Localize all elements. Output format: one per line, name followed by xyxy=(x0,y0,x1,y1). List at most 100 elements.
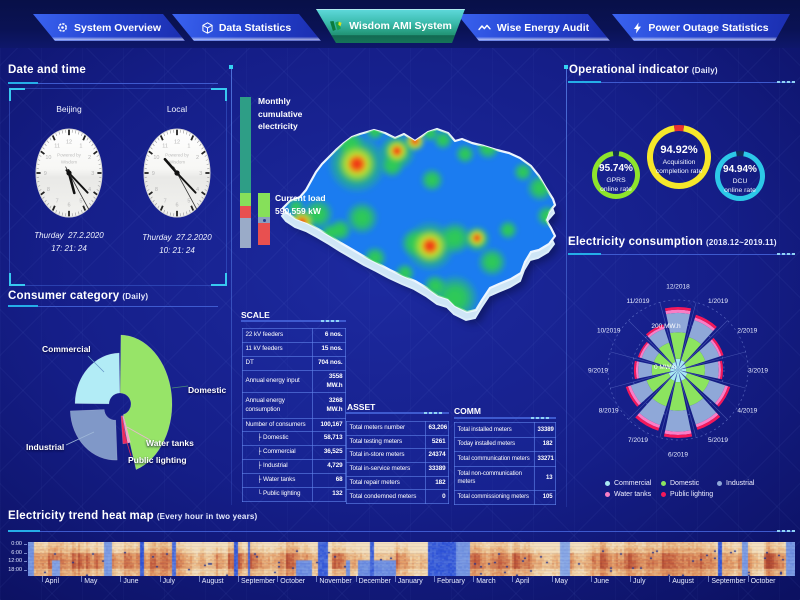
tab-power-outage-statistics[interactable]: Power Outage Statistics xyxy=(612,14,790,41)
heatmap-month-label: June xyxy=(123,578,139,585)
table-cell-value: 105 xyxy=(534,489,556,505)
heatmap-month-tick xyxy=(198,576,200,582)
table-row: Total communication meters 33271 xyxy=(454,451,556,467)
clock-label-beijing: Beijing xyxy=(56,104,82,114)
table-cell-label: Total in-service meters xyxy=(346,462,426,477)
svg-text:5: 5 xyxy=(79,198,82,204)
divider-dot-left xyxy=(229,65,233,69)
svg-text:4: 4 xyxy=(88,187,91,193)
heatmap-month-tick xyxy=(42,576,43,582)
table-cell-label: Total communication meters xyxy=(454,451,535,467)
table-cell-value: 33389 xyxy=(534,422,556,438)
datetime-panel-title: Date and time xyxy=(8,64,87,76)
svg-text:95.74%: 95.74% xyxy=(599,163,633,174)
heatmap-month-tick xyxy=(590,576,592,582)
tab-data-statistics[interactable]: Data Statistics xyxy=(172,14,321,41)
table-cell-label: └ Public lighting xyxy=(242,487,313,502)
heatmap-hour-tick xyxy=(24,561,27,562)
table-row: Total commissioning meters 105 xyxy=(454,489,556,505)
table-row: Number of consumers 100,167 xyxy=(242,418,346,432)
heatmap-month-label: March xyxy=(476,578,496,585)
heatmap-month-label: October xyxy=(750,578,776,585)
svg-text:1: 1 xyxy=(187,144,190,150)
heatmap-hour-tick xyxy=(24,569,27,571)
table-cell-label: ├ Domestic xyxy=(242,431,313,446)
table-cell-label: Total meters number xyxy=(346,421,426,436)
table-cell-value: 36,525 xyxy=(312,445,346,460)
scale-header-underline xyxy=(241,320,346,322)
heatmap-month-label: April xyxy=(45,578,60,585)
heatmap-month-tick xyxy=(394,576,396,582)
svg-text:1/2019: 1/2019 xyxy=(708,298,728,305)
svg-text:9: 9 xyxy=(44,171,47,177)
tab-system-overview[interactable]: System Overview xyxy=(33,14,185,41)
clock-date-beijing: Thurday 27.2.2020 17: 21: 24 xyxy=(34,231,104,253)
clock-label-local: Local xyxy=(166,104,188,114)
legend-item: Commercial xyxy=(605,480,661,487)
svg-text:3/2019: 3/2019 xyxy=(748,368,768,375)
svg-text:2/2019: 2/2019 xyxy=(737,328,757,335)
monthly-cumulative-bar xyxy=(240,97,251,248)
table-cell-label: Total installed meters xyxy=(454,422,535,438)
consumer-panel-title: Consumer category (Daily) xyxy=(8,290,149,302)
pie-label-commercial: Commercial xyxy=(42,344,91,354)
table-cell-value: 182 xyxy=(425,475,449,491)
table-cell-label: Annual energy consumption xyxy=(242,392,313,419)
tab-label: Data Statistics xyxy=(218,21,292,34)
svg-text:Acquisition: Acquisition xyxy=(663,159,696,166)
table-cell-label: Total commissioning meters xyxy=(454,489,535,505)
svg-text:3: 3 xyxy=(91,171,94,177)
current-load-label: Current load 590,559 kW xyxy=(275,193,326,216)
table-cell-label: Total non-communication meters xyxy=(454,465,535,491)
legend-item: Domestic xyxy=(661,480,717,487)
table-row: Annual energy input 3558 MW.h xyxy=(242,370,346,393)
heatmap-month-label: November xyxy=(319,578,352,585)
table-cell-label: ├ Industrial xyxy=(242,459,313,474)
tab-wise-energy-audit[interactable]: Wise Energy Audit xyxy=(457,14,610,41)
consumption-legend-row2: Water tanks Public lighting xyxy=(605,491,717,498)
comm-table-header: COMM xyxy=(454,406,481,416)
tab-label: Wise Energy Audit xyxy=(496,21,590,34)
svg-text:12/2018: 12/2018 xyxy=(666,284,690,291)
heatmap-month-label: April xyxy=(515,578,530,585)
consumption-rose-chart: 12/2018 1/2019 2/2019 3/2019 4/2019 5/2019 6/2… xyxy=(588,284,768,459)
heatmap-month-label: August xyxy=(201,578,224,585)
svg-text:online rate: online rate xyxy=(600,186,632,193)
svg-text:10: 10 xyxy=(45,155,51,161)
heatmap-hour-tick xyxy=(24,544,27,545)
table-cell-label: Number of consumers xyxy=(242,418,313,432)
svg-text:Wisdom: Wisdom xyxy=(169,159,186,164)
tab-label: Wisdom AMI System xyxy=(349,20,452,32)
table-row: ├ Industrial 4,729 xyxy=(242,459,346,474)
svg-text:12: 12 xyxy=(174,139,180,145)
heatmap-month-label: January xyxy=(397,578,423,585)
consumer-pie-chart xyxy=(70,334,173,470)
consumption-legend-row1: Commercial Domestic Industrial xyxy=(605,480,773,487)
svg-text:1: 1 xyxy=(79,144,82,150)
comm-header-underline xyxy=(454,417,556,419)
table-row: Total testing meters 5261 xyxy=(346,434,449,450)
svg-text:5: 5 xyxy=(187,198,190,204)
heatmap-month-label: May xyxy=(84,578,98,585)
table-cell-value: 4,729 xyxy=(312,459,346,474)
table-row: Today installed meters 182 xyxy=(454,436,556,452)
svg-text:8: 8 xyxy=(47,187,50,193)
table-cell-label: Annual energy input xyxy=(242,370,313,393)
svg-text:2: 2 xyxy=(88,155,91,161)
scale-table-header: SCALE xyxy=(241,310,270,320)
bar-segment xyxy=(240,218,251,248)
table-row: Total condemned meters 0 xyxy=(346,489,449,505)
table-cell-value: 13 xyxy=(534,465,556,491)
table-cell-label: ├ Water tanks xyxy=(242,473,313,488)
trend-heatmap-canvas xyxy=(28,542,795,576)
tab-wisdom-ami-system[interactable]: Wisdom AMI System xyxy=(316,9,465,43)
table-row: Annual energy consumption 3268 MW.h xyxy=(242,392,346,419)
table-cell-value: 6 nos. xyxy=(312,328,346,343)
pie-label-water-tanks: Water tanks xyxy=(146,438,194,448)
svg-text:online rate: online rate xyxy=(724,187,756,194)
pie-label-domestic: Domestic xyxy=(188,385,227,395)
heatmap-month-label: September xyxy=(241,578,276,585)
table-cell-value: 3268 MW.h xyxy=(312,392,346,419)
bar-segment xyxy=(240,193,251,206)
